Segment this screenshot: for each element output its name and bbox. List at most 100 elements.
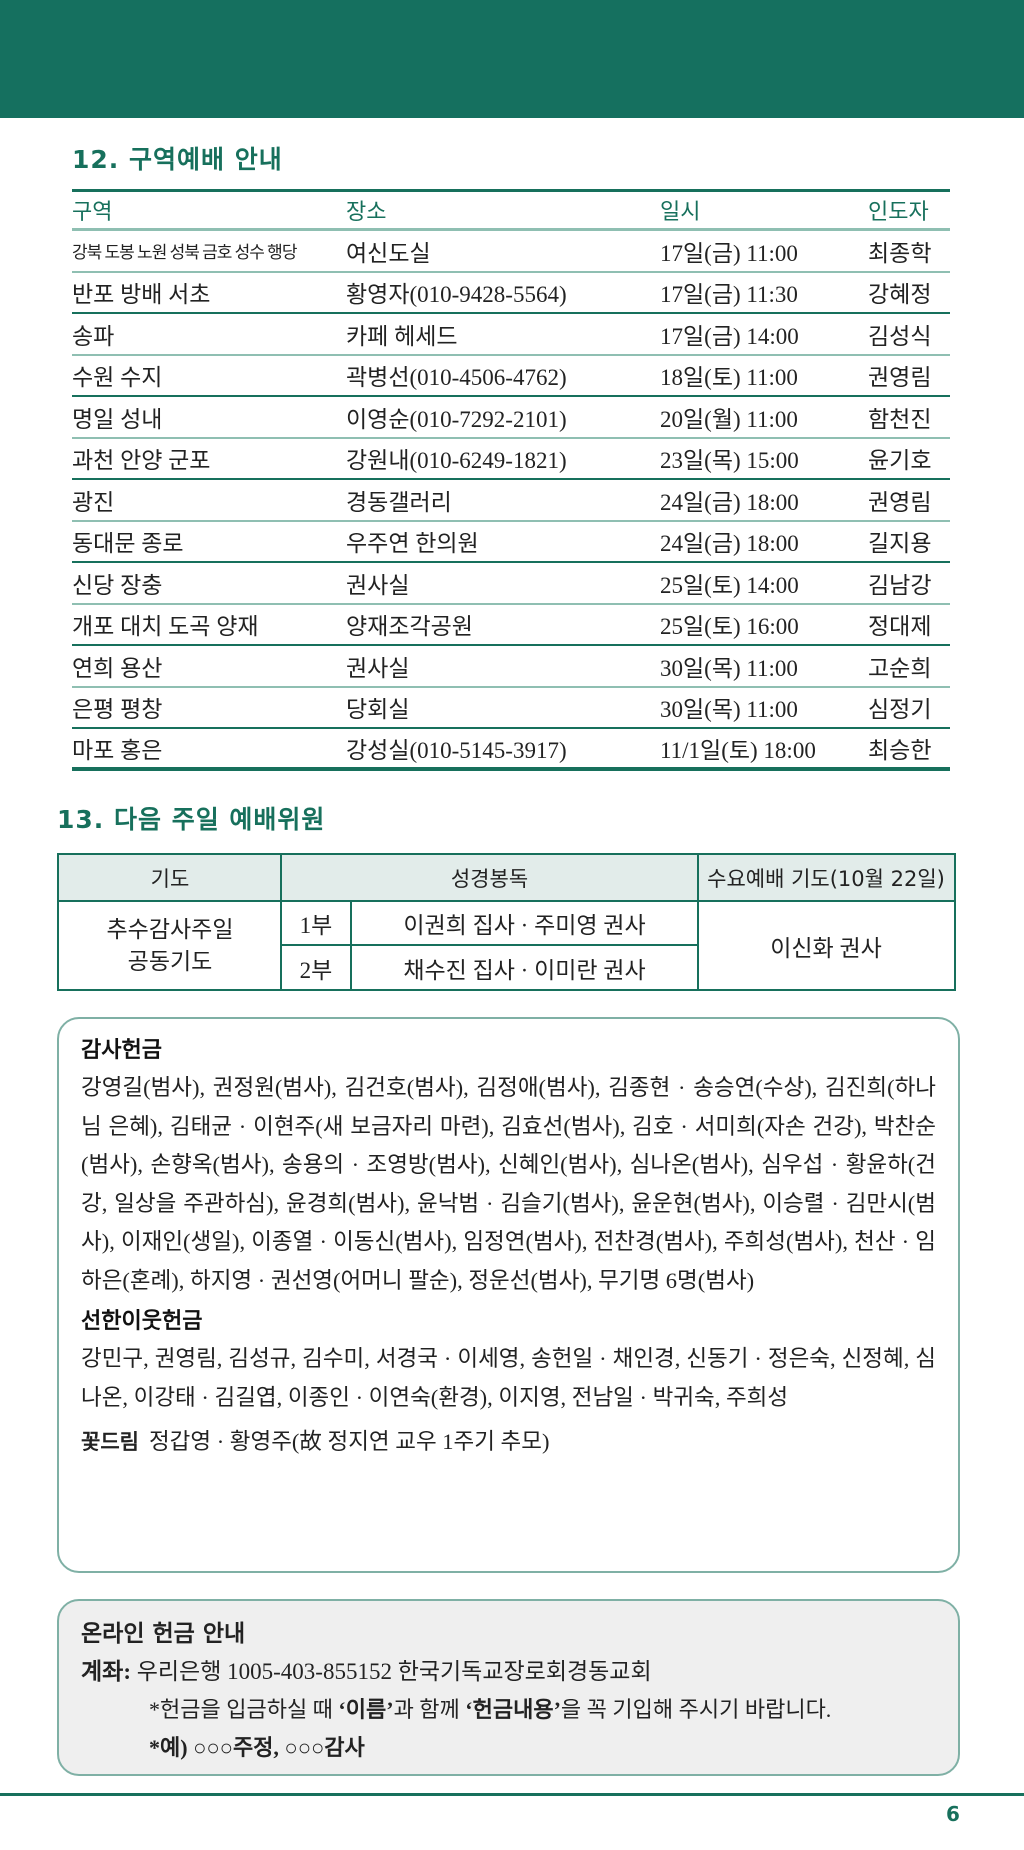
cell-district: 광진 <box>72 489 115 515</box>
cell-leader: 김남강 <box>868 572 932 598</box>
section-13-title: 13. 다음 주일 예배위원 <box>57 805 326 834</box>
cell-place: 권사실 <box>346 655 410 681</box>
cell-leader: 권영림 <box>868 489 932 515</box>
table-row: 광진 경동갤러리 24일(금) 18:00 권영림 <box>72 480 950 522</box>
table-row: 반포 방배 서초 황영자(010-9428-5564) 17일(금) 11:30 강혜… <box>72 273 950 314</box>
online-offering-box: 온라인 헌금 안내 계좌: 우리은행 1005-403-855152 한국기독교… <box>57 1599 960 1776</box>
divider <box>697 855 699 989</box>
page-number: 6 <box>946 1802 960 1826</box>
flower-offering-title: 꽃드림 <box>81 1430 139 1454</box>
cell-leader: 최승한 <box>868 737 932 763</box>
cell-place: 이영순(010-7292-2101) <box>346 406 567 432</box>
cell-datetime: 30일(목) 11:00 <box>660 655 798 681</box>
note-text: 과 함께 <box>393 1697 466 1722</box>
offering-box: 감사헌금 강영길(범사), 권정원(범사), 김건호(범사), 김정애(범사),… <box>57 1017 960 1573</box>
cell-datetime: 17일(금) 14:00 <box>660 323 799 349</box>
prayer-cell: 추수감사주일 공동기도 <box>59 902 281 989</box>
table-row: 연희 용산 권사실 30일(목) 11:00 고순희 <box>72 646 950 688</box>
deposit-note: *헌금을 입금하실 때 ‘이름’과 함께 ‘헌금내용’을 꼭 기입해 주시기 바… <box>81 1691 936 1729</box>
service-2-readers: 채수진 집사 · 이미란 권사 <box>403 957 646 983</box>
account-line: 계좌: 우리은행 1005-403-855152 한국기독교장로회경동교회 <box>81 1653 936 1691</box>
header-reading: 성경봉독 <box>281 855 698 902</box>
divider <box>350 902 352 989</box>
flower-offering: 꽃드림 정갑영 · 황영주(故 정지연 교우 1주기 추모) <box>81 1423 936 1462</box>
note-content-emphasis: ‘헌금내용’ <box>465 1697 561 1722</box>
example-label: *예) <box>149 1735 188 1760</box>
cell-datetime: 20일(월) 11:00 <box>660 406 798 432</box>
table-row: 신당 장충 권사실 25일(토) 14:00 김남강 <box>72 563 950 605</box>
account-label: 계좌: <box>81 1659 131 1684</box>
example-text: ○○○주정, ○○○감사 <box>187 1735 365 1760</box>
cell-datetime: 25일(토) 16:00 <box>660 614 799 640</box>
prayer-line-2: 공동기도 <box>127 948 213 974</box>
cell-place: 황영자(010-9428-5564) <box>346 282 567 308</box>
cell-datetime: 11/1일(토) 18:00 <box>660 737 816 763</box>
cell-datetime: 30일(목) 11:00 <box>660 697 798 723</box>
neighbor-offering-title: 선한이웃헌금 <box>81 1309 203 1334</box>
cell-place: 당회실 <box>346 697 410 723</box>
cell-district: 동대문 종로 <box>72 531 184 557</box>
cell-district: 명일 성내 <box>72 406 163 432</box>
cell-district: 송파 <box>72 323 115 349</box>
wednesday-prayer-name: 이신화 권사 <box>770 935 882 961</box>
district-worship-table: 구역 장소 일시 인도자 강북 도봉 노원 성북 금호 성수 행당 여신도실 17일… <box>72 189 950 771</box>
cell-leader: 정대제 <box>868 614 932 640</box>
cell-leader: 고순희 <box>868 655 932 681</box>
cell-datetime: 17일(금) 11:30 <box>660 282 798 308</box>
cell-leader: 권영림 <box>868 365 932 391</box>
cell-leader: 강혜정 <box>868 282 932 308</box>
cell-datetime: 25일(토) 14:00 <box>660 572 799 598</box>
table-row: 과천 안양 군포 강원내(010-6249-1821) 23일(목) 15:00 윤기… <box>72 439 950 480</box>
column-header-district: 구역 <box>72 200 113 225</box>
table-row: 명일 성내 이영순(010-7292-2101) 20일(월) 11:00 함천진 <box>72 397 950 439</box>
cell-district: 과천 안양 군포 <box>72 448 211 474</box>
prayer-line-1: 추수감사주일 <box>106 916 234 942</box>
column-header-datetime: 일시 <box>660 200 701 225</box>
cell-place: 강성실(010-5145-3917) <box>346 737 567 763</box>
cell-district: 수원 수지 <box>72 365 163 391</box>
cell-district: 강북 도봉 노원 성북 금호 성수 행당 <box>72 243 297 263</box>
table-row: 동대문 종로 우주연 한의원 24일(금) 18:00 길지용 <box>72 522 950 563</box>
divider <box>280 855 282 989</box>
example-note: *예) ○○○주정, ○○○감사 <box>81 1729 936 1767</box>
cell-district: 마포 홍은 <box>72 737 163 763</box>
flower-offering-text: 정갑영 · 황영주(故 정지연 교우 1주기 추모) <box>148 1429 550 1454</box>
cell-datetime: 23일(목) 15:00 <box>660 448 799 474</box>
note-text: *헌금을 입금하실 때 <box>149 1697 339 1722</box>
cell-district: 신당 장충 <box>72 572 163 598</box>
table-row: 은평 평창 당회실 30일(목) 11:00 심정기 <box>72 688 950 729</box>
cell-place: 우주연 한의원 <box>346 531 479 557</box>
note-name-emphasis: ‘이름’ <box>338 1697 394 1722</box>
service-2-part: 2부 <box>299 957 333 983</box>
cell-datetime: 18일(토) 11:00 <box>660 365 798 391</box>
neighbor-offering-list: 강민구, 권영림, 김성규, 김수미, 서경국 · 이세영, 송헌일 · 채인경… <box>81 1346 936 1410</box>
header-bar <box>0 0 1024 118</box>
cell-leader: 윤기호 <box>868 448 932 474</box>
cell-datetime: 24일(금) 18:00 <box>660 489 799 515</box>
header-prayer: 기도 <box>59 855 281 902</box>
table-row: 강북 도봉 노원 성북 금호 성수 행당 여신도실 17일(금) 11:00 최종학 <box>72 231 950 273</box>
cell-district: 반포 방배 서초 <box>72 282 211 308</box>
cell-district: 개포 대치 도곡 양재 <box>72 614 259 640</box>
account-text: 우리은행 1005-403-855152 한국기독교장로회경동교회 <box>136 1659 652 1684</box>
cell-datetime: 24일(금) 18:00 <box>660 531 799 557</box>
column-header-leader: 인도자 <box>868 200 929 225</box>
cell-leader: 최종학 <box>868 240 932 266</box>
worship-committee-table: 기도 성경봉독 수요예배 기도(10월 22일) 추수감사주일 공동기도 1부 … <box>57 853 956 991</box>
online-offering-title: 온라인 헌금 안내 <box>81 1621 246 1647</box>
cell-place: 강원내(010-6249-1821) <box>346 448 567 474</box>
cell-place: 여신도실 <box>346 240 431 266</box>
cell-district: 연희 용산 <box>72 655 163 681</box>
service-1-readers: 이권희 집사 · 주미영 권사 <box>351 902 698 946</box>
header-wednesday-prayer: 수요예배 기도(10월 22일) <box>698 855 954 902</box>
cell-leader: 길지용 <box>868 531 932 557</box>
column-header-place: 장소 <box>346 200 387 225</box>
service-1-part: 1부 <box>281 902 351 946</box>
table-header-row: 구역 장소 일시 인도자 <box>72 192 950 231</box>
cell-place: 곽병선(010-4506-4762) <box>346 365 567 391</box>
cell-leader: 김성식 <box>868 323 932 349</box>
cell-place: 카페 헤세드 <box>346 323 458 349</box>
thanks-offering-title: 감사헌금 <box>81 1038 162 1063</box>
note-text: 을 꼭 기입해 주시기 바랍니다. <box>560 1697 832 1722</box>
cell-place: 권사실 <box>346 572 410 598</box>
